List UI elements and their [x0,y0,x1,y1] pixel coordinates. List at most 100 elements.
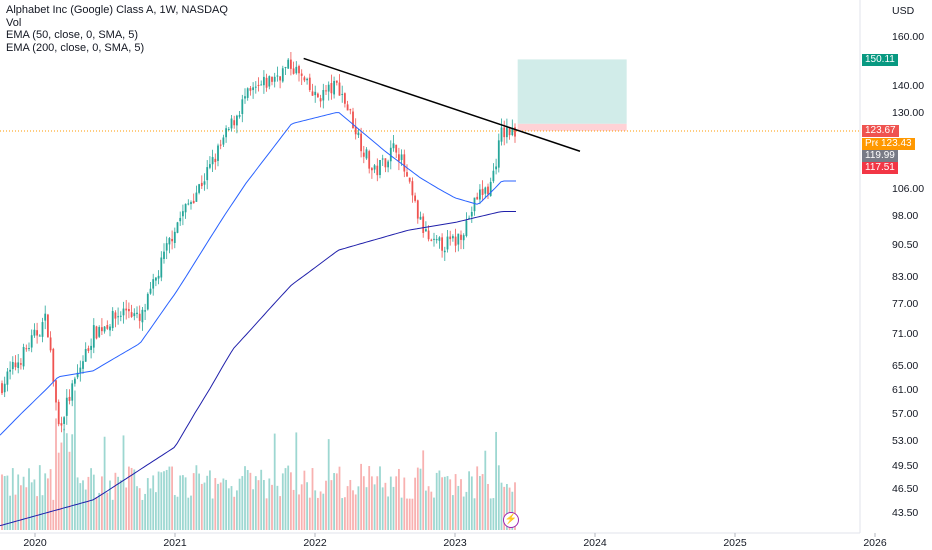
volume-bar [476,466,479,530]
candle-body [211,157,214,165]
candle-body [411,181,414,196]
volume-bar [349,479,352,530]
candlesticks[interactable] [1,52,516,433]
time-tick-label: 2024 [583,537,607,549]
volume-bar [47,478,49,530]
candle-body [476,196,479,200]
candle-body [173,231,176,243]
volume-bar [403,477,406,530]
entry-price-label: 119.99 [862,150,898,162]
candle-body [22,346,25,367]
candle-body [273,76,276,82]
volume-bar [44,473,47,530]
volume-bar [298,494,300,530]
volume-bar [443,476,446,530]
candle-body [306,78,308,81]
lightning-bolt-icon[interactable]: ⚡ [503,512,519,528]
volume-bar [408,498,411,530]
candle-body [368,151,371,169]
volume-bar [279,496,281,530]
volume-bar [222,478,225,530]
volume-bar [33,479,36,530]
candle-body [128,308,130,312]
volume-bar [344,497,346,530]
candle-body [230,118,233,129]
ema200-indicator[interactable]: EMA (200, close, 0, SMA, 5) [6,41,145,54]
volume-bar [446,476,449,530]
price-tick-label: 98.00 [892,210,918,222]
volume-bar [319,491,322,530]
candle-body [414,195,416,201]
candle-body [430,239,433,241]
trendline[interactable] [303,57,581,152]
volume-bar [74,390,76,530]
candle-body [506,127,508,138]
volume-bar [427,486,430,530]
ema-200-line [0,211,516,527]
candle-body [25,348,28,350]
candle-body [276,75,279,77]
candle-body [203,181,206,185]
volume-bar [373,484,376,530]
volume-bar [257,480,260,530]
volume-bar [103,436,106,530]
candle-body [314,91,317,96]
volume-bar [508,487,511,530]
volume-bar [238,478,241,530]
volume-bar [327,439,330,530]
target-zone[interactable] [517,59,627,124]
price-tick-label: 90.50 [892,239,918,251]
volume-bar [122,435,125,530]
candle-body [160,257,163,278]
candle-body [111,310,114,329]
candle-body [227,128,230,130]
volume-bar [203,482,206,530]
volume-bar [395,476,398,530]
volume-bar [117,476,119,530]
ema50-indicator[interactable]: EMA (50, close, 0, SMA, 5) [6,29,139,41]
candle-body [130,312,133,317]
candle-body [219,144,222,146]
volume-bar [352,490,354,530]
volume-bar [249,472,252,530]
time-tick-label: 2025 [723,537,747,549]
volume-bar [292,489,295,530]
price-axis[interactable]: USD 160.00 140.00 130.00 106.00 98.00 90.50 83.… [892,5,924,519]
vol-indicator[interactable]: Vol [6,16,22,29]
volume-bar [354,494,357,530]
candle-body [449,236,452,240]
candle-body [479,189,481,200]
volume-bar [392,486,395,530]
candle-body [300,73,303,76]
candle-body [384,158,387,168]
volume-bar [79,483,82,530]
time-axis[interactable]: 2020 2021 2022 2023 2024 2025 2026 [23,533,887,549]
candle-body [206,167,209,181]
volume-bar [511,491,514,530]
candle-body [95,326,98,339]
candle-body [495,166,497,170]
price-tick-label: 71.00 [892,328,918,340]
candle-body [17,362,20,368]
symbol-title[interactable]: Alphabet Inc (Google) Class A, 1W, NASDA… [6,4,228,16]
volume-bar [25,487,28,530]
stop-zone[interactable] [517,123,627,131]
volume-bar [449,479,452,530]
candle-body [360,133,362,152]
candle-body [298,66,300,74]
candle-body [74,378,76,384]
candle-body [403,154,406,172]
volume-bar [362,476,365,530]
volume-bar [157,471,160,530]
candle-body [460,234,462,240]
candle-body [281,68,284,82]
candle-body [47,314,49,338]
volume-bar [438,470,441,530]
volume-bar [155,492,157,530]
price-tick-label: 53.00 [892,435,918,447]
volume-bar [36,496,38,530]
candle-body [462,235,465,241]
candle-body [327,84,330,92]
volume-bar [500,482,503,530]
